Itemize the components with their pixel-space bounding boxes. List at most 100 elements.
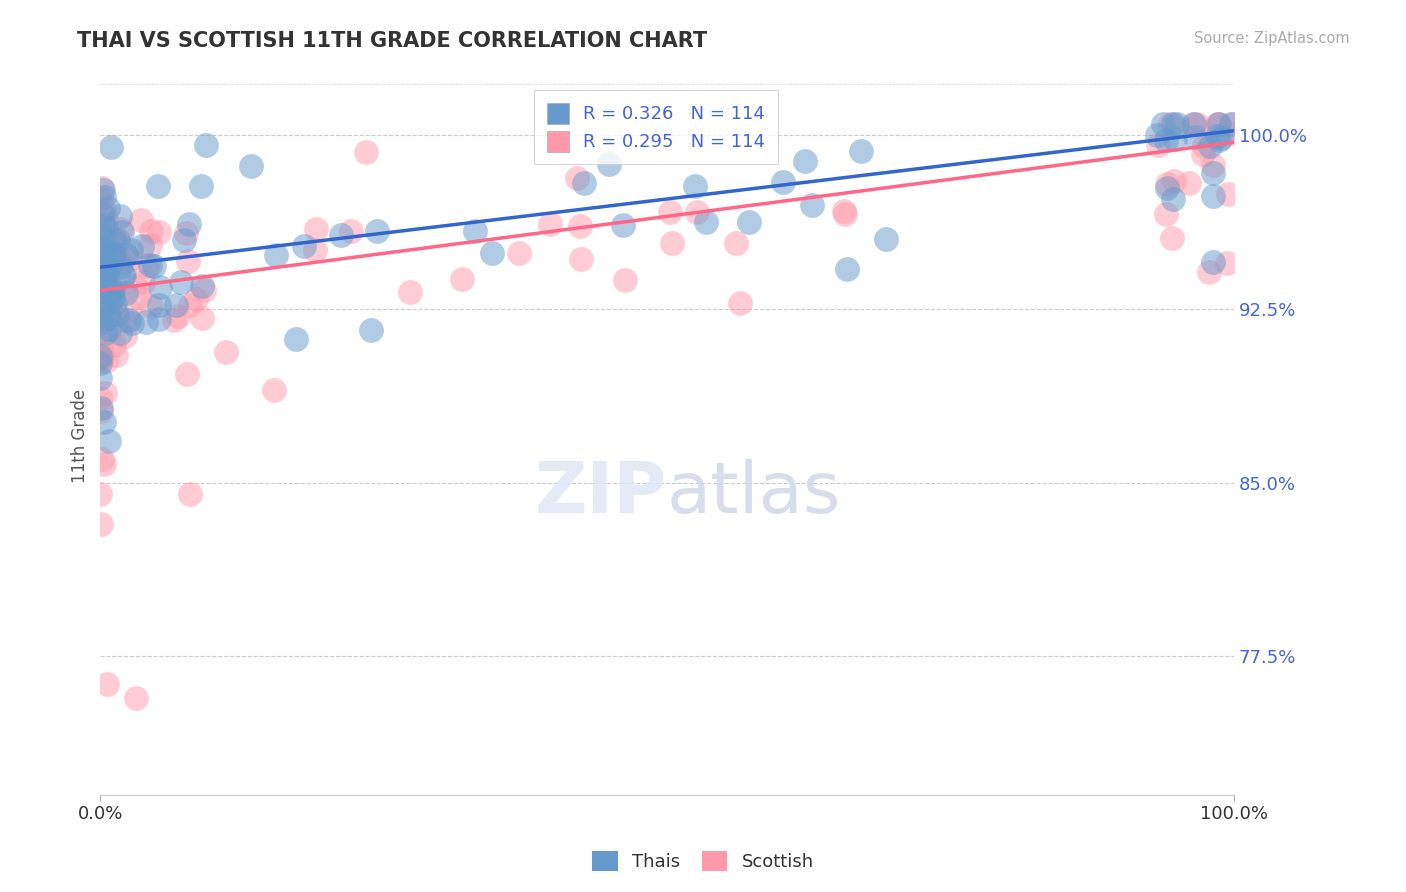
Point	[284, 332, 307, 346]
Point	[366, 224, 388, 238]
Point	[1192, 138, 1215, 153]
Point	[481, 245, 503, 260]
Point	[179, 298, 201, 312]
Point	[89, 285, 111, 299]
Point	[90, 350, 112, 364]
Point	[574, 176, 596, 190]
Point	[93, 204, 115, 219]
Point	[94, 273, 117, 287]
Point	[94, 249, 117, 263]
Point	[90, 401, 112, 416]
Point	[89, 254, 111, 268]
Point	[101, 291, 124, 305]
Point	[90, 403, 112, 417]
Point	[94, 327, 117, 342]
Point	[1206, 117, 1229, 131]
Point	[772, 175, 794, 189]
Point	[1198, 265, 1220, 279]
Point	[90, 228, 112, 243]
Point	[90, 240, 112, 254]
Point	[93, 190, 115, 204]
Point	[730, 296, 752, 310]
Point	[177, 218, 200, 232]
Text: ZIP: ZIP	[534, 459, 666, 528]
Point	[98, 434, 121, 448]
Point	[148, 297, 170, 311]
Point	[96, 266, 118, 280]
Point	[90, 241, 112, 255]
Y-axis label: 11th Grade: 11th Grade	[72, 389, 89, 483]
Point	[105, 348, 128, 362]
Point	[1202, 189, 1225, 203]
Point	[141, 299, 163, 313]
Point	[89, 227, 111, 242]
Point	[97, 262, 120, 277]
Point	[90, 315, 112, 329]
Point	[90, 352, 112, 367]
Point	[114, 329, 136, 343]
Point	[738, 215, 761, 229]
Point	[1216, 187, 1239, 202]
Point	[90, 340, 112, 354]
Point	[173, 233, 195, 247]
Point	[1202, 158, 1225, 172]
Point	[91, 180, 114, 194]
Point	[118, 303, 141, 318]
Point	[97, 321, 120, 335]
Point	[683, 179, 706, 194]
Point	[793, 153, 815, 168]
Point	[90, 268, 112, 283]
Point	[128, 290, 150, 304]
Point	[148, 312, 170, 326]
Point	[725, 235, 748, 250]
Point	[149, 280, 172, 294]
Point	[90, 264, 112, 278]
Point	[93, 386, 115, 401]
Point	[1182, 117, 1205, 131]
Point	[93, 260, 115, 274]
Point	[91, 265, 114, 279]
Point	[131, 239, 153, 253]
Point	[89, 487, 111, 501]
Point	[177, 253, 200, 268]
Point	[96, 243, 118, 257]
Point	[108, 238, 131, 252]
Point	[340, 224, 363, 238]
Point	[94, 268, 117, 282]
Point	[120, 243, 142, 257]
Point	[695, 214, 717, 228]
Point	[93, 416, 115, 430]
Point	[1163, 174, 1185, 188]
Point	[94, 312, 117, 326]
Point	[110, 209, 132, 223]
Point	[801, 198, 824, 212]
Point	[108, 260, 131, 275]
Point	[148, 225, 170, 239]
Point	[112, 268, 135, 282]
Point	[1163, 117, 1185, 131]
Point	[464, 223, 486, 237]
Text: Source: ZipAtlas.com: Source: ZipAtlas.com	[1194, 31, 1350, 46]
Point	[93, 235, 115, 249]
Point	[1202, 254, 1225, 268]
Point	[240, 160, 263, 174]
Point	[90, 270, 112, 285]
Point	[1206, 117, 1229, 131]
Point	[508, 245, 530, 260]
Point	[91, 302, 114, 317]
Point	[131, 276, 153, 290]
Point	[93, 301, 115, 316]
Point	[89, 269, 111, 284]
Point	[141, 224, 163, 238]
Point	[124, 278, 146, 293]
Point	[94, 228, 117, 243]
Point	[1161, 192, 1184, 206]
Point	[100, 285, 122, 299]
Point	[89, 269, 111, 284]
Point	[98, 246, 121, 260]
Point	[89, 391, 111, 405]
Point	[98, 286, 121, 301]
Point	[115, 285, 138, 300]
Point	[538, 217, 561, 231]
Point	[832, 203, 855, 218]
